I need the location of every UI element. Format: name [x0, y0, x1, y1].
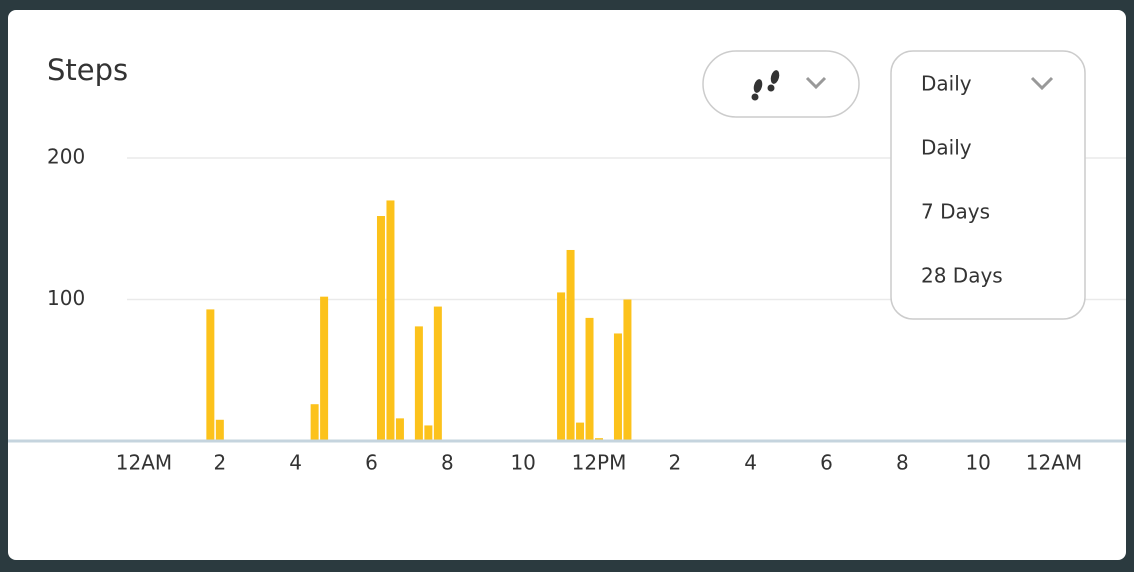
period-dropdown[interactable]: Daily Daily 7 Days 28 Days [890, 50, 1086, 320]
footprint-icon [751, 70, 780, 101]
x-tick-label: 4 [744, 451, 757, 475]
bar [386, 200, 395, 441]
bar [320, 296, 329, 441]
x-tick-label: 2 [213, 451, 226, 475]
x-tick-label: 10 [965, 451, 990, 475]
dropdown-option[interactable]: 28 Days [921, 264, 1003, 288]
x-tick-label: 10 [510, 451, 535, 475]
bar [576, 422, 585, 441]
x-tick-label: 6 [820, 451, 833, 475]
bar [424, 425, 433, 441]
y-tick-label: 200 [47, 145, 85, 169]
x-tick-label: 8 [441, 451, 454, 475]
bar [215, 419, 224, 441]
metric-button[interactable] [702, 50, 860, 118]
bar [566, 249, 575, 441]
x-tick-label: 12AM [1026, 451, 1082, 475]
x-tick-label: 8 [896, 451, 909, 475]
dropdown-frame [890, 50, 1086, 320]
x-tick-label: 2 [668, 451, 681, 475]
y-tick-label: 100 [47, 286, 85, 310]
bar [310, 404, 319, 441]
bar [395, 418, 404, 441]
bar [613, 333, 622, 441]
x-tick-label: 4 [289, 451, 302, 475]
chevron [805, 76, 827, 90]
bar [206, 309, 215, 441]
x-tick-label: 12PM [572, 451, 627, 475]
dropdown-selected[interactable]: Daily [921, 72, 972, 96]
bar [557, 292, 566, 441]
bar [376, 216, 385, 441]
bar [433, 306, 442, 441]
chart-title: Steps [47, 53, 128, 87]
plot: 100 200 12AM 2 4 6 8 10 12PM 2 4 6 8 10 12AM [8, 145, 1126, 475]
bar [585, 317, 594, 441]
dropdown-option[interactable]: 7 Days [921, 200, 990, 224]
x-tick-label: 12AM [116, 451, 172, 475]
button-frame [702, 50, 860, 118]
bar [623, 299, 632, 441]
x-tick-label: 6 [365, 451, 378, 475]
chevron [1030, 76, 1054, 91]
bar [414, 326, 423, 441]
dropdown-option[interactable]: Daily [921, 136, 972, 160]
